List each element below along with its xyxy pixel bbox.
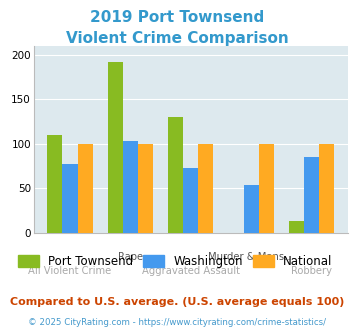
Text: Murder & Mans...: Murder & Mans... <box>208 252 294 262</box>
Bar <box>319 144 334 233</box>
Bar <box>62 164 77 233</box>
Bar <box>259 144 274 233</box>
Text: © 2025 CityRating.com - https://www.cityrating.com/crime-statistics/: © 2025 CityRating.com - https://www.city… <box>28 318 327 327</box>
Bar <box>138 144 153 233</box>
Bar <box>168 117 183 233</box>
Bar <box>123 141 138 233</box>
Bar <box>244 185 259 233</box>
Bar <box>47 135 62 233</box>
Text: Rape: Rape <box>118 252 143 262</box>
Bar <box>77 144 93 233</box>
Bar <box>289 221 304 233</box>
Bar <box>198 144 213 233</box>
Text: Robbery: Robbery <box>291 266 332 276</box>
Text: Aggravated Assault: Aggravated Assault <box>142 266 240 276</box>
Legend: Port Townsend, Washington, National: Port Townsend, Washington, National <box>13 250 337 273</box>
Bar <box>183 168 198 233</box>
Text: Compared to U.S. average. (U.S. average equals 100): Compared to U.S. average. (U.S. average … <box>10 297 345 307</box>
Text: Violent Crime Comparison: Violent Crime Comparison <box>66 31 289 46</box>
Bar <box>304 157 319 233</box>
Text: 2019 Port Townsend: 2019 Port Townsend <box>91 10 264 25</box>
Text: All Violent Crime: All Violent Crime <box>28 266 111 276</box>
Bar <box>108 62 123 233</box>
